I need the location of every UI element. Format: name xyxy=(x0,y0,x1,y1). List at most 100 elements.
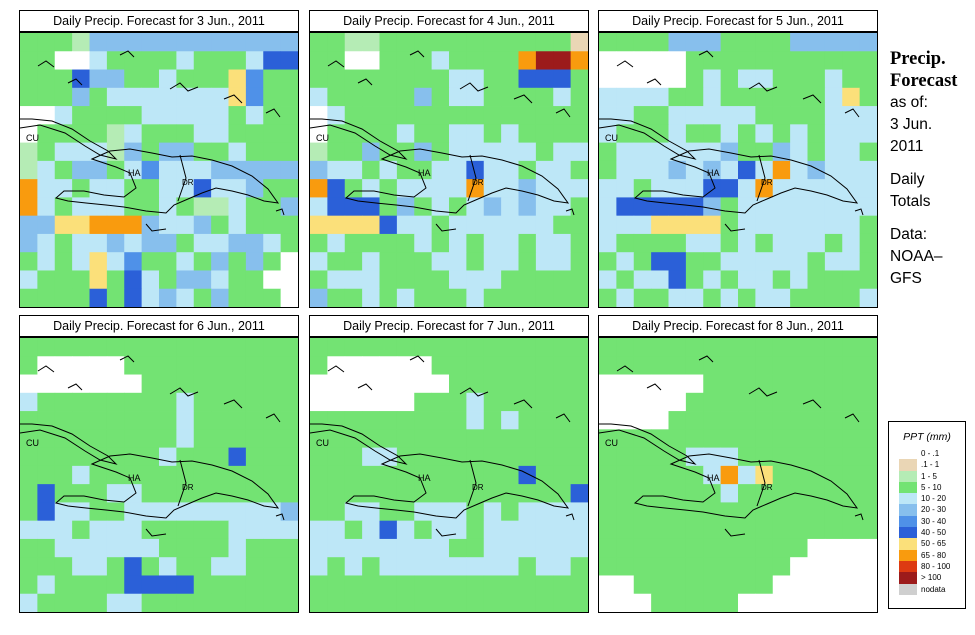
precip-cell xyxy=(54,160,73,180)
precip-cell xyxy=(106,557,125,576)
legend-label: 30 - 40 xyxy=(921,516,946,526)
precip-cell xyxy=(483,338,502,357)
precip-cell xyxy=(535,374,554,394)
coastline xyxy=(646,383,662,391)
precip-cell xyxy=(859,502,877,522)
precip-cell xyxy=(842,252,861,271)
precip-cell xyxy=(772,215,791,235)
precip-cell xyxy=(280,502,298,522)
precip-cell xyxy=(327,179,346,198)
precip-cell xyxy=(362,447,380,467)
precip-cell xyxy=(518,142,537,162)
precip-cell xyxy=(535,69,554,89)
precip-cell xyxy=(466,160,485,180)
precip-cell xyxy=(570,179,588,198)
precip-cell xyxy=(344,270,363,290)
precip-cell xyxy=(633,520,652,540)
precip-cell xyxy=(449,179,467,198)
precip-cell xyxy=(501,197,519,217)
precip-cell xyxy=(431,179,450,198)
coastline xyxy=(265,108,281,118)
precip-cell xyxy=(449,374,467,394)
precip-cell xyxy=(720,160,739,180)
precip-cell xyxy=(159,484,177,503)
precip-cell xyxy=(141,484,160,503)
precip-cell xyxy=(807,502,826,522)
precip-cell xyxy=(518,538,537,558)
precip-cell xyxy=(211,233,229,253)
precip-cell xyxy=(535,338,554,357)
precip-cell xyxy=(633,575,652,595)
coastline xyxy=(20,423,118,465)
precip-cell xyxy=(37,288,56,307)
precip-cell xyxy=(807,356,826,375)
precip-cell xyxy=(599,233,617,253)
precip-cell xyxy=(599,87,617,107)
precip-cell xyxy=(859,392,877,412)
precip-cell xyxy=(327,142,346,162)
precip-cell xyxy=(668,252,687,271)
precip-cell xyxy=(327,447,346,467)
precip-cell xyxy=(263,197,282,217)
precip-cell xyxy=(327,465,346,485)
precip-cell xyxy=(535,215,554,235)
precip-cell xyxy=(159,411,177,430)
precip-cell xyxy=(553,69,572,89)
precip-cell xyxy=(193,575,212,595)
precip-cell xyxy=(651,124,669,143)
precip-cell xyxy=(824,197,843,217)
coastline xyxy=(555,108,571,118)
precip-cell xyxy=(159,447,177,467)
precip-cell xyxy=(449,69,467,89)
precip-cell xyxy=(396,160,415,180)
precip-cell xyxy=(466,106,485,125)
precip-cell xyxy=(738,538,756,558)
precip-cell xyxy=(414,538,433,558)
precip-cell xyxy=(263,374,282,394)
precip-cell xyxy=(414,520,433,540)
precip-cell xyxy=(466,288,485,307)
precip-cell xyxy=(72,69,90,89)
precip-cell xyxy=(106,575,125,595)
precip-cell xyxy=(310,447,328,467)
precip-cell xyxy=(193,520,212,540)
precip-cell xyxy=(141,520,160,540)
precip-cell xyxy=(245,575,264,595)
precip-cell xyxy=(396,51,415,70)
precip-cell xyxy=(106,465,125,485)
precip-cell xyxy=(755,374,774,394)
precip-cell xyxy=(280,484,298,503)
precip-cell xyxy=(633,338,652,357)
precip-cell xyxy=(824,87,843,107)
precip-cell xyxy=(344,87,363,107)
country-label-ha: HA xyxy=(707,168,720,178)
precip-cell xyxy=(553,87,572,107)
precip-cell xyxy=(738,374,756,394)
precip-cell xyxy=(141,233,160,253)
precip-cell xyxy=(535,142,554,162)
precip-cell xyxy=(790,87,808,107)
precip-cell xyxy=(396,215,415,235)
precip-cell xyxy=(414,233,433,253)
precip-cell xyxy=(193,465,212,485)
precip-cell xyxy=(535,484,554,503)
precip-cell xyxy=(807,270,826,290)
precip-cell xyxy=(159,356,177,375)
precip-cell xyxy=(449,392,467,412)
precip-cell xyxy=(483,374,502,394)
country-label-cu: CU xyxy=(605,438,618,448)
precip-cell xyxy=(124,411,143,430)
precip-cell xyxy=(280,392,298,412)
precip-cell xyxy=(396,270,415,290)
precip-cell xyxy=(106,356,125,375)
precip-cell xyxy=(633,142,652,162)
precip-cell xyxy=(518,392,537,412)
precip-cell xyxy=(72,288,90,307)
precip-cell xyxy=(553,502,572,522)
precip-cell xyxy=(362,87,380,107)
precip-cell xyxy=(790,233,808,253)
precip-cell xyxy=(720,179,739,198)
precip-cell xyxy=(668,429,687,448)
precip-map: CU HA DR xyxy=(598,337,878,613)
precip-cell xyxy=(310,557,328,576)
